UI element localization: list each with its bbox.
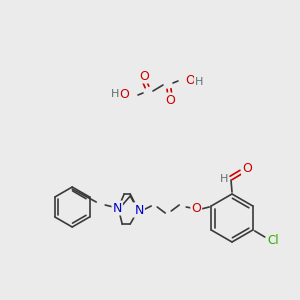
Text: O: O <box>165 94 175 106</box>
Text: Cl: Cl <box>267 233 279 247</box>
Text: O: O <box>185 74 195 88</box>
Text: O: O <box>242 163 252 176</box>
Text: O: O <box>191 202 201 215</box>
Text: N: N <box>134 203 144 217</box>
Text: O: O <box>119 88 129 101</box>
Text: N: N <box>134 203 143 217</box>
Text: H: H <box>111 89 119 99</box>
Text: O: O <box>139 70 149 83</box>
Text: N: N <box>112 202 122 214</box>
Text: H: H <box>195 77 203 87</box>
Text: H: H <box>220 174 228 184</box>
